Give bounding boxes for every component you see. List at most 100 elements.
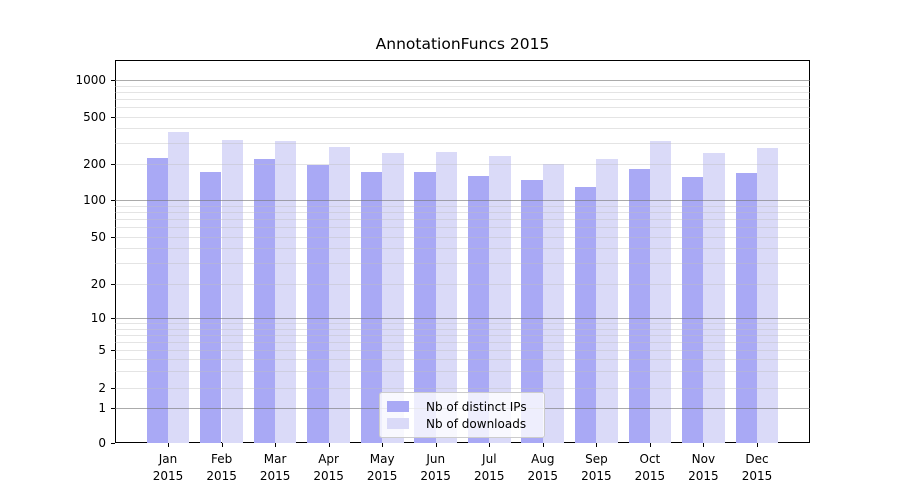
gridline-minor-200 bbox=[115, 164, 810, 165]
y-tick-20 bbox=[111, 284, 115, 286]
y-tick-5 bbox=[111, 350, 115, 351]
legend-label-downloads: Nb of downloads bbox=[426, 416, 527, 431]
legend-label-distinct-ips: Nb of distinct IPs bbox=[426, 399, 527, 414]
bar-distinct-ips-feb bbox=[200, 171, 222, 443]
gridline-minor-40 bbox=[115, 248, 810, 250]
bar-distinct-ips-aug bbox=[521, 180, 543, 443]
gridline-minor-6 bbox=[115, 341, 810, 343]
chart-title: AnnotationFuncs 2015 bbox=[375, 35, 550, 53]
gridline-minor-50 bbox=[115, 236, 810, 238]
gridline-major-1000 bbox=[115, 80, 810, 81]
bar-distinct-ips-mar bbox=[253, 158, 276, 443]
bar-downloads-jun bbox=[435, 151, 458, 443]
y-tick-label-1000: 1000 bbox=[75, 73, 106, 87]
gridline-minor-7 bbox=[115, 334, 810, 336]
legend-item-distinct-ips: Nb of distinct IPs bbox=[387, 398, 544, 415]
x-tick-aug bbox=[542, 443, 544, 447]
y-tick-200 bbox=[111, 164, 115, 165]
legend-swatch-downloads bbox=[387, 418, 409, 429]
y-tick-label-100: 100 bbox=[83, 193, 106, 207]
bar-distinct-ips-apr bbox=[307, 164, 329, 443]
bar-distinct-ips-sep bbox=[574, 187, 597, 443]
x-tick-feb bbox=[221, 443, 223, 447]
legend-swatch-distinct-ips bbox=[387, 401, 409, 412]
bar-distinct-ips-jul bbox=[467, 175, 490, 443]
gridline-minor-3 bbox=[115, 371, 810, 372]
x-tick-label-apr: Apr 2015 bbox=[313, 452, 344, 483]
bar-downloads-aug bbox=[542, 164, 565, 443]
gridline-minor-900 bbox=[115, 85, 810, 87]
y-tick-100 bbox=[111, 200, 115, 201]
bar-distinct-ips-oct bbox=[628, 169, 650, 443]
gridline-minor-4 bbox=[115, 359, 810, 361]
x-tick-mar bbox=[275, 443, 277, 447]
y-tick-10 bbox=[111, 318, 115, 320]
x-tick-label-jul: Jul 2015 bbox=[474, 452, 505, 483]
bar-downloads-apr bbox=[328, 147, 350, 443]
gridline-minor-70 bbox=[115, 218, 810, 220]
y-tick-2 bbox=[111, 387, 115, 389]
gridline-minor-300 bbox=[115, 143, 810, 144]
x-tick-nov bbox=[703, 443, 705, 447]
bar-downloads-dec bbox=[757, 148, 779, 443]
gridline-major-10 bbox=[115, 318, 810, 320]
x-tick-sep bbox=[596, 443, 598, 447]
gridline-minor-700 bbox=[115, 98, 810, 100]
gridline-minor-30 bbox=[115, 263, 810, 265]
y-tick-label-50: 50 bbox=[90, 229, 106, 244]
bar-downloads-jul bbox=[489, 156, 511, 443]
x-tick-label-nov: Nov 2015 bbox=[688, 452, 719, 483]
y-tick-label-500: 500 bbox=[83, 109, 106, 124]
bar-downloads-oct bbox=[649, 140, 672, 443]
bar-downloads-nov bbox=[703, 152, 725, 443]
x-tick-label-feb: Feb 2015 bbox=[206, 452, 237, 483]
x-tick-oct bbox=[649, 443, 651, 447]
legend-item-downloads: Nb of downloads bbox=[387, 415, 544, 432]
x-tick-label-jun: Jun 2015 bbox=[420, 452, 451, 483]
bar-distinct-ips-dec bbox=[735, 173, 757, 443]
bar-downloads-mar bbox=[275, 141, 297, 443]
gridline-minor-400 bbox=[115, 128, 810, 130]
x-tick-may bbox=[382, 443, 384, 447]
y-tick-label-5: 5 bbox=[98, 343, 106, 357]
legend: Nb of distinct IPs Nb of downloads bbox=[379, 392, 545, 438]
x-tick-jul bbox=[489, 443, 491, 447]
y-tick-1 bbox=[111, 408, 115, 410]
x-tick-label-oct: Oct 2015 bbox=[634, 452, 666, 483]
bar-downloads-may bbox=[382, 152, 404, 443]
gridline-minor-500 bbox=[115, 116, 810, 118]
bar-distinct-ips-nov bbox=[682, 176, 704, 443]
y-tick-0 bbox=[111, 443, 115, 444]
bar-downloads-feb bbox=[221, 140, 243, 443]
x-tick-label-aug: Aug 2015 bbox=[527, 452, 559, 483]
y-tick-label-10: 10 bbox=[90, 311, 106, 326]
y-tick-label-1: 1 bbox=[98, 401, 106, 416]
gridline-minor-90 bbox=[115, 205, 810, 207]
bar-distinct-ips-jan bbox=[146, 158, 168, 443]
y-tick-label-20: 20 bbox=[90, 277, 106, 292]
bar-downloads-sep bbox=[596, 159, 618, 443]
gridline-minor-2 bbox=[115, 387, 810, 389]
y-tick-label-200: 200 bbox=[83, 157, 106, 171]
bar-distinct-ips-jun bbox=[414, 171, 436, 443]
x-tick-jan bbox=[168, 443, 169, 447]
x-tick-label-dec: Dec 2015 bbox=[741, 452, 773, 483]
x-tick-label-may: May 2015 bbox=[366, 452, 398, 483]
gridline-minor-8 bbox=[115, 328, 810, 330]
y-tick-50 bbox=[111, 236, 115, 238]
gridline-minor-60 bbox=[115, 227, 810, 228]
x-tick-label-mar: Mar 2015 bbox=[259, 452, 291, 483]
gridline-minor-800 bbox=[115, 91, 810, 93]
x-tick-label-sep: Sep 2015 bbox=[581, 452, 612, 483]
y-tick-500 bbox=[111, 116, 115, 118]
y-tick-1000 bbox=[111, 80, 115, 81]
bar-distinct-ips-may bbox=[360, 171, 383, 443]
gridline-minor-80 bbox=[115, 211, 810, 213]
gridline-minor-20 bbox=[115, 284, 810, 286]
gridline-minor-5 bbox=[115, 350, 810, 351]
gridline-minor-9 bbox=[115, 323, 810, 325]
gridline-major-100 bbox=[115, 200, 810, 201]
x-tick-jun bbox=[435, 443, 437, 447]
x-tick-dec bbox=[757, 443, 758, 447]
